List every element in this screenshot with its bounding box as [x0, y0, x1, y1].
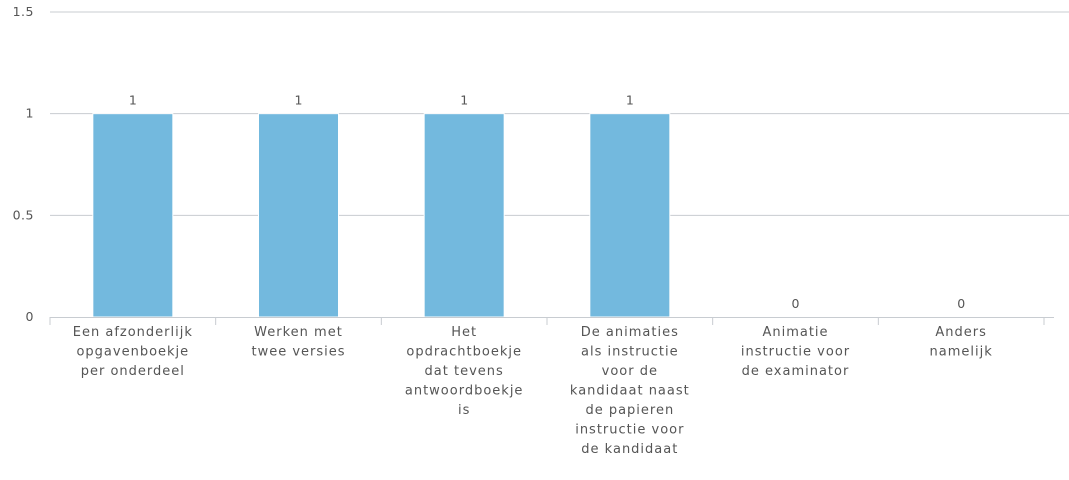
x-category-label-line: opgavenboekje — [76, 345, 189, 360]
x-category-label-4: Animatie instructie voor de examinator — [741, 325, 850, 379]
x-category-label-line: kandidaat naast — [570, 384, 690, 399]
x-category-label-line: voor de — [602, 364, 658, 379]
x-category-label-line: Het — [451, 325, 477, 340]
x-category-label-line: twee versies — [251, 345, 345, 360]
x-category-label-line: namelijk — [930, 345, 993, 360]
bars — [92, 113, 671, 318]
data-label-2: 1 — [460, 93, 468, 108]
x-category-label-0: Een afzonderlijk opgavenboekje per onderde… — [73, 325, 193, 379]
bar-2 — [423, 113, 505, 318]
data-label-5: 0 — [957, 296, 965, 311]
x-category-label-line: opdrachtboekje — [406, 345, 522, 360]
x-category-label-line: Werken met — [254, 325, 343, 340]
x-category-label-line: De animaties — [581, 325, 679, 340]
x-category-label-line: Anders — [935, 325, 987, 340]
x-category-label-line: als instructie — [581, 345, 679, 360]
x-category-label-3: De animaties als instructie voor de kandida… — [570, 325, 690, 457]
x-category-label-line: instructie voor — [575, 423, 684, 438]
data-label-1: 1 — [295, 93, 303, 108]
bar-1 — [258, 113, 339, 318]
bar-0 — [92, 113, 174, 318]
x-category-label-line: instructie voor — [741, 345, 850, 360]
x-category-label-line: antwoordboekje — [405, 384, 524, 399]
data-label-0: 1 — [129, 93, 137, 108]
x-category-label-5: Anders namelijk — [930, 325, 993, 360]
x-category-label-line: de kandidaat — [581, 442, 678, 457]
x-category-label-1: Werken met twee versies — [251, 325, 345, 360]
data-labels: 1 1 1 1 0 0 — [129, 93, 965, 311]
y-tick-label: 0.5 — [13, 207, 34, 222]
x-axis-category-labels: Een afzonderlijk opgavenboekje per onderde… — [73, 325, 993, 457]
data-label-4: 0 — [792, 296, 800, 311]
x-category-label-line: Een afzonderlijk — [73, 325, 193, 340]
y-tick-label: 0 — [26, 309, 34, 324]
y-tick-label: 1.5 — [13, 4, 34, 19]
x-category-label-line: Animatie — [762, 325, 828, 340]
x-category-label-line: is — [458, 403, 470, 418]
x-category-label-line: de papieren — [585, 403, 674, 418]
gridlines — [50, 11, 1069, 216]
x-category-label-line: de examinator — [742, 364, 850, 379]
x-category-label-line: dat tevens — [425, 364, 504, 379]
x-category-label-2: Het opdrachtboekje dat tevens antwoordboekj… — [405, 325, 524, 418]
y-axis-tick-labels: 0 0.5 1 1.5 — [13, 4, 34, 324]
x-axis — [49, 317, 1054, 325]
y-tick-label: 1 — [26, 106, 34, 121]
bar-3 — [589, 113, 671, 318]
x-category-label-line: per onderdeel — [81, 364, 185, 379]
data-label-3: 1 — [626, 93, 634, 108]
